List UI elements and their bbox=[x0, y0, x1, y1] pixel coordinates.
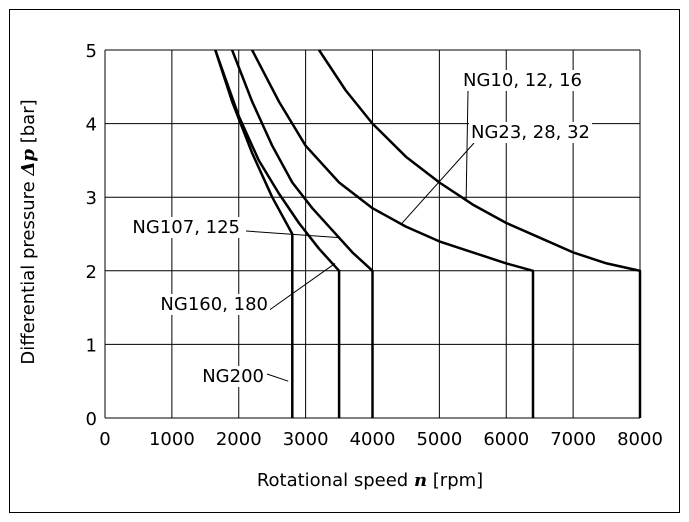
series-line-ng160-180 bbox=[214, 49, 341, 418]
leader-line-ng107-125 bbox=[245, 230, 340, 239]
figure-frame bbox=[9, 9, 680, 513]
leader-line-ng23-28-32 bbox=[400, 142, 475, 225]
annotation-label-ng10-12-16: NG10, 12, 16 bbox=[463, 70, 582, 91]
x-tick-label: 7000 bbox=[550, 429, 596, 450]
annotation-bg bbox=[130, 217, 242, 238]
series-line-ng23-28-32 bbox=[250, 49, 535, 418]
y-tick-label: 0 bbox=[86, 409, 97, 430]
leader-line-ng160-180 bbox=[267, 263, 336, 312]
annotation-bg bbox=[158, 294, 270, 315]
leader-line-ng200 bbox=[266, 373, 289, 382]
annotations: NG10, 12, 16 NG23, 28, 32 NG107, 125 NG160,… bbox=[130, 70, 593, 387]
x-tick-label: 1000 bbox=[149, 429, 195, 450]
x-tick-label: 3000 bbox=[283, 429, 329, 450]
series-line-ng107-125 bbox=[230, 49, 374, 418]
y-tick-label: 3 bbox=[86, 188, 97, 209]
series-line-ng200 bbox=[214, 49, 294, 418]
annotation-bg bbox=[200, 366, 266, 387]
y-tick-label: 2 bbox=[86, 262, 97, 283]
x-tick-label: 0 bbox=[99, 429, 110, 450]
annotation-bg bbox=[469, 122, 593, 143]
x-tick-label: 8000 bbox=[617, 429, 663, 450]
x-tick-label: 4000 bbox=[350, 429, 396, 450]
annotation-label-ng160-180: NG160, 180 bbox=[160, 294, 268, 315]
y-axis-title: Differential pressure Δp [bar] bbox=[18, 99, 39, 364]
x-tick-label: 5000 bbox=[416, 429, 462, 450]
curves bbox=[214, 49, 642, 418]
series-line-ng10-12-16 bbox=[317, 49, 642, 418]
y-tick-label: 5 bbox=[86, 41, 97, 62]
annotation-label-ng200: NG200 bbox=[202, 366, 264, 387]
leader-line-ng10-12-16 bbox=[465, 90, 469, 201]
annotation-label-ng107-125: NG107, 125 bbox=[132, 217, 240, 238]
x-tick-label: 2000 bbox=[216, 429, 262, 450]
annotation-bg bbox=[461, 70, 585, 91]
annotation-label-ng23-28-32: NG23, 28, 32 bbox=[471, 122, 590, 143]
x-tick-label: 6000 bbox=[483, 429, 529, 450]
y-tick-label: 1 bbox=[86, 335, 97, 356]
tick-labels: 0 1000 2000 3000 4000 5000 6000 7000 8000 0 1 2 3 4 5 bbox=[86, 41, 663, 450]
x-axis-title: Rotational speed n [rpm] bbox=[257, 470, 483, 491]
y-tick-label: 4 bbox=[86, 115, 97, 136]
